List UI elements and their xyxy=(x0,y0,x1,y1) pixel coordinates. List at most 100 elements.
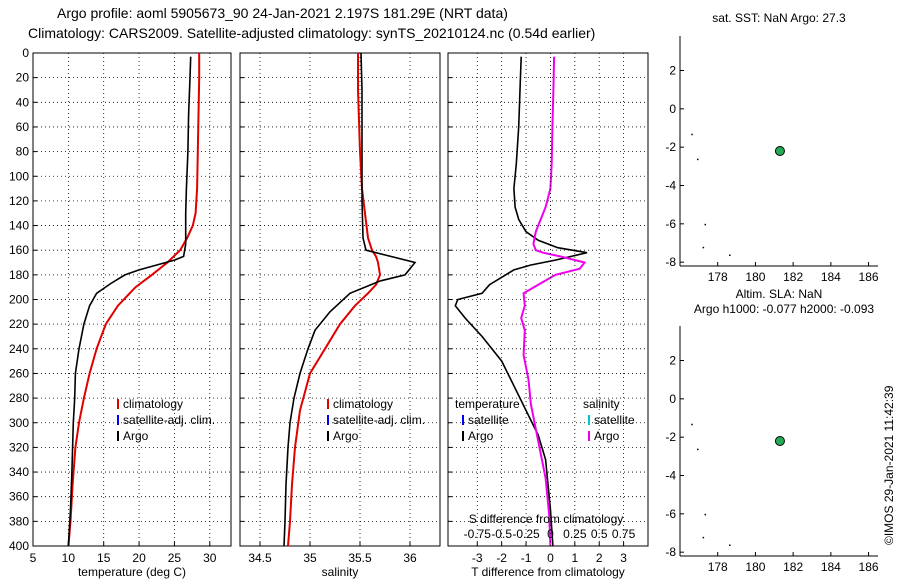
top-tick-label: 0 xyxy=(547,527,554,541)
top-tick-label: -0.25 xyxy=(512,527,540,541)
x-tick-label: 1 xyxy=(571,551,578,565)
x-tick-label: -3 xyxy=(472,551,483,565)
coast-speck xyxy=(702,246,705,249)
x-tick-label: 10 xyxy=(62,551,76,565)
legend-title-temperature: temperature xyxy=(455,397,520,411)
coast-speck xyxy=(704,513,707,516)
y-tick-label: 300 xyxy=(9,416,29,430)
x-tick-label: 180 xyxy=(745,560,765,574)
legend-label: Argo xyxy=(468,429,494,443)
y-tick-label: 80 xyxy=(16,145,30,159)
salinity-profile-chart: 34.5 35 35.5 36 salinity climatology satellite… xyxy=(239,52,441,579)
x-tick-label: 178 xyxy=(708,560,728,574)
x-tick-label: 3 xyxy=(620,551,627,565)
x-axis-label: T difference from climatology xyxy=(471,565,625,579)
y-tick-label: 220 xyxy=(9,317,29,331)
series-line-salinity_diff xyxy=(520,56,587,547)
y-tick-label: 200 xyxy=(9,293,29,307)
map-title: Altim. SLA: NaN xyxy=(736,287,823,301)
legend-label: satellite xyxy=(468,413,509,427)
coast-speck xyxy=(691,133,693,136)
legend-label: satellite-adj. clim. xyxy=(333,413,425,427)
y-tick-label: 0 xyxy=(669,102,676,116)
y-tick-label: 40 xyxy=(16,95,30,109)
x-tick-label: 184 xyxy=(821,560,841,574)
y-tick-label: 180 xyxy=(9,268,29,282)
y-tick-label: 280 xyxy=(9,391,29,405)
y-tick-label: 320 xyxy=(9,440,29,454)
y-tick-label: 20 xyxy=(16,71,30,85)
x-tick-label: 184 xyxy=(821,270,841,284)
x-tick-label: 182 xyxy=(783,270,803,284)
y-tick-label: 400 xyxy=(9,539,29,553)
x-tick-label: 186 xyxy=(859,270,879,284)
y-tick-label: 2 xyxy=(669,64,676,78)
x-tick-label: -2 xyxy=(496,551,507,565)
y-tick-label: 260 xyxy=(9,366,29,380)
top-tick-label: 0.5 xyxy=(591,527,608,541)
coast-speck xyxy=(691,423,693,426)
legend-label: Argo xyxy=(123,429,149,443)
map-subtitle: Argo h1000: -0.077 h2000: -0.093 xyxy=(694,302,874,316)
x-tick-label: 34.5 xyxy=(248,551,272,565)
y-tick-label: 160 xyxy=(9,243,29,257)
x-axis-label: salinity xyxy=(322,565,359,579)
top-tick-label: -0.75 xyxy=(464,527,492,541)
coast-speck xyxy=(729,254,731,256)
y-tick-label: 2 xyxy=(669,354,676,368)
top-tick-label: 0.25 xyxy=(563,527,587,541)
y-tick-label: 140 xyxy=(9,219,29,233)
x-tick-label: 15 xyxy=(97,551,111,565)
temperature-profile-chart: 5 10 15 20 25 3002040608010012014016018020022… xyxy=(9,46,232,579)
legend-label: Argo xyxy=(594,429,620,443)
series-line-argo xyxy=(283,52,417,547)
top-axis-label: S difference from climatology xyxy=(469,512,624,526)
y-tick-label: 380 xyxy=(9,514,29,528)
y-tick-label: -6 xyxy=(665,217,676,231)
y-tick-label: 240 xyxy=(9,342,29,356)
x-tick-label: 182 xyxy=(783,560,803,574)
legend-label: climatology xyxy=(333,397,393,411)
y-tick-label: 120 xyxy=(9,194,29,208)
coast-speck xyxy=(729,544,731,546)
x-tick-label: 30 xyxy=(203,551,217,565)
y-tick-label: 340 xyxy=(9,465,29,479)
y-tick-label: -2 xyxy=(665,140,676,154)
legend-label: satellite xyxy=(594,413,635,427)
y-tick-label: -8 xyxy=(665,545,676,559)
series-line-climatology xyxy=(67,53,201,547)
x-tick-label: 180 xyxy=(745,270,765,284)
y-tick-label: -8 xyxy=(665,255,676,269)
x-tick-label: 35.5 xyxy=(348,551,372,565)
legend-label: climatology xyxy=(123,397,183,411)
x-tick-label: 20 xyxy=(132,551,146,565)
y-tick-label: 0 xyxy=(22,46,29,60)
argo-position-marker xyxy=(774,146,785,156)
x-tick-label: 0 xyxy=(547,551,554,565)
figure-title-line-2: Climatology: CARS2009. Satellite-adjuste… xyxy=(28,25,596,41)
legend-label: satellite-adj. clim. xyxy=(123,413,215,427)
y-tick-label: 60 xyxy=(16,120,30,134)
x-tick-label: 2 xyxy=(596,551,603,565)
y-tick-label: 360 xyxy=(9,490,29,504)
y-tick-label: -4 xyxy=(665,179,676,193)
x-tick-label: 36 xyxy=(403,551,417,565)
top-tick-label: 0.75 xyxy=(612,527,636,541)
series-line-argo xyxy=(454,56,588,547)
figure-title-line-1: Argo profile: aoml 5905673_90 24-Jan-202… xyxy=(57,5,508,21)
x-tick-label: 35 xyxy=(303,551,317,565)
y-tick-label: -4 xyxy=(665,469,676,483)
x-axis-label: temperature (deg C) xyxy=(78,565,186,579)
coast-speck xyxy=(696,158,699,161)
coast-speck xyxy=(704,223,707,226)
series-line-climatology xyxy=(287,53,382,547)
x-tick-label: 5 xyxy=(30,551,37,565)
y-tick-label: 0 xyxy=(669,392,676,406)
x-tick-label: 25 xyxy=(168,551,182,565)
legend-label: Argo xyxy=(333,429,359,443)
coast-speck xyxy=(696,448,699,451)
top-tick-label: -0.5 xyxy=(491,527,512,541)
series-line-argo xyxy=(67,56,192,547)
x-tick-label: 178 xyxy=(708,270,728,284)
